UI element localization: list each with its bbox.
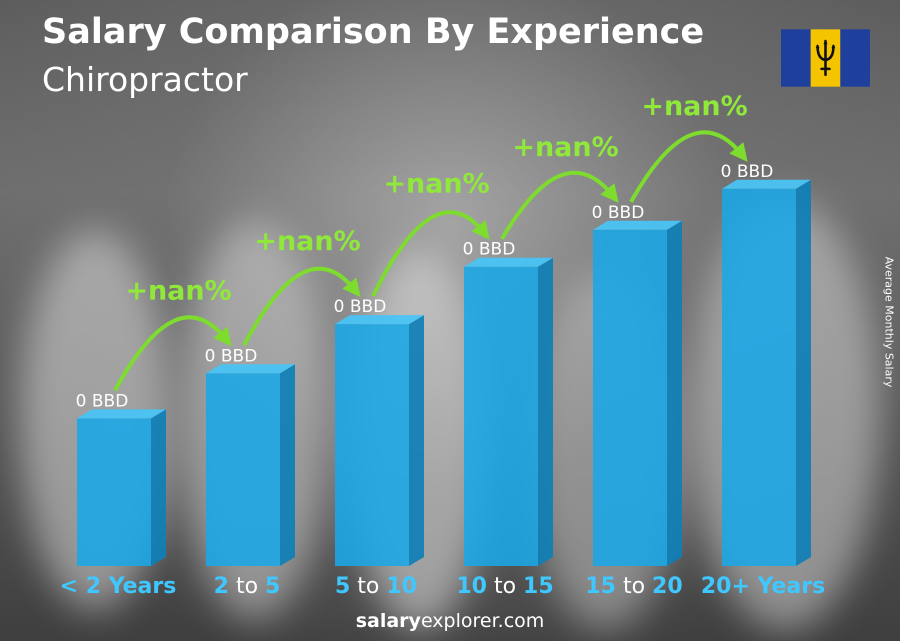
change-label-2: +nan% [383,169,489,200]
bar-5 [722,188,796,567]
trident-tips [815,39,836,49]
change-label-1: +nan% [254,226,360,257]
bars-layer [77,179,811,567]
category-label-part: 10 [456,574,487,599]
chart-subtitle: Chiropractor [42,60,248,99]
trident-icon [816,39,835,77]
value-label-3: 0 BBD [463,240,516,260]
category-label-part: 5 [335,574,350,599]
bar-top-1 [206,364,295,374]
category-label-4: 15 to 20 [585,574,682,599]
y-axis-label: Average Monthly Salary [882,256,896,388]
bar-top-4 [593,220,682,230]
category-label-part: to [487,574,523,599]
category-label-part: 15 [585,574,616,599]
footer-brand-rest: explorer.com [420,610,545,632]
change-arrow-1 [242,266,361,347]
footer-brand-bold: salary [355,610,421,632]
site-footer: salaryexplorer.com [0,610,900,632]
bar-side-5 [796,179,811,567]
value-label-2: 0 BBD [334,297,387,317]
bar-side-2 [409,315,424,566]
change-arrow-0 [113,315,232,392]
category-label-part: 10 [386,574,417,599]
category-label-1: 2 to 5 [214,574,281,599]
bar-side-0 [151,409,166,566]
change-arrow-2 [371,210,490,297]
category-label-part: to [616,574,652,599]
value-label-0: 0 BBD [76,391,129,411]
value-labels-layer: 0 BBD 0 BBD 0 BBD 0 BBD 0 BBD 0 BBD [76,162,774,412]
change-arrows-layer: +nan% +nan% +nan% +nan% +nan% [113,91,748,392]
chart-title: Salary Comparison By Experience [42,12,705,52]
category-label-part: 5 [265,574,280,599]
bar-2 [335,324,409,566]
value-label-1: 0 BBD [205,346,258,366]
bar-side-1 [280,364,295,566]
barbados-flag-icon [781,29,870,87]
change-label-3: +nan% [512,132,618,163]
bar-0 [77,418,151,566]
category-label-2: 5 to 10 [335,574,417,599]
change-arrow-4 [629,130,748,203]
change-label-4: +nan% [641,91,747,122]
value-label-5: 0 BBD [721,162,774,182]
category-label-part: to [350,574,386,599]
category-label-part: to [229,574,265,599]
change-arrow-3 [500,170,619,240]
category-label-3: 10 to 15 [456,574,553,599]
bar-4 [593,229,667,567]
category-label-part: 2 [214,574,229,599]
bar-top-0 [77,409,166,419]
value-label-4: 0 BBD [592,203,645,223]
category-label-0: < 2 Years [60,574,177,599]
bar-side-4 [667,220,682,567]
category-label-part: 20+ Years [701,574,825,599]
category-label-part: 20 [652,574,683,599]
bar-3 [464,266,538,566]
bar-top-2 [335,315,424,325]
bar-1 [206,373,280,566]
bar-side-3 [538,257,553,566]
category-label-part: 15 [523,574,554,599]
flag-band-left [781,29,811,87]
category-label-part: < 2 Years [60,574,177,599]
bar-top-3 [464,257,553,267]
flag-band-right [840,29,870,87]
change-label-0: +nan% [125,275,231,306]
category-label-5: 20+ Years [701,574,825,599]
bar-top-5 [722,179,811,189]
